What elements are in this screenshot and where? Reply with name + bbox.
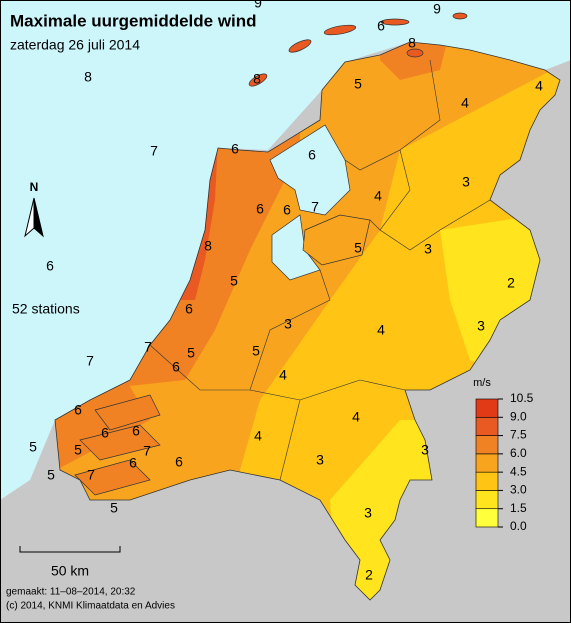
legend-tick-label: 7.5 <box>510 428 527 442</box>
station-value: 7 <box>87 467 95 483</box>
station-value: 3 <box>462 174 470 190</box>
island <box>288 39 312 53</box>
border <box>279 399 301 481</box>
station-value: 3 <box>477 318 485 334</box>
station-value: 3 <box>364 505 372 521</box>
wadden-islands <box>248 12 468 87</box>
country-border <box>54 41 561 601</box>
station-value: 6 <box>175 454 183 470</box>
legend-swatch <box>475 453 499 473</box>
province-borders <box>149 59 491 481</box>
station-value: 7 <box>86 353 94 369</box>
station-value: 7 <box>144 339 152 355</box>
station-value: 4 <box>279 367 287 383</box>
station-value: 6 <box>308 147 316 163</box>
legend-swatch <box>475 398 499 418</box>
island <box>380 18 410 26</box>
station-value: 2 <box>507 275 515 291</box>
station-value: 7 <box>150 143 158 159</box>
station-value: 4 <box>374 188 382 204</box>
legend-tick-label: 0.0 <box>510 519 527 533</box>
legend-unit: m/s <box>473 377 491 389</box>
station-value: 8 <box>253 71 261 87</box>
station-value: 6 <box>101 425 109 441</box>
legend-swatch <box>475 416 499 436</box>
station-value: 8 <box>84 69 92 85</box>
zeeland-islands <box>74 394 161 496</box>
station-value: 5 <box>29 439 37 455</box>
station-value: 8 <box>204 238 212 254</box>
island <box>452 12 468 20</box>
station-value: 5 <box>110 500 118 516</box>
station-value: 6 <box>74 402 82 418</box>
station-value: 4 <box>254 428 262 444</box>
station-value: 5 <box>354 240 362 256</box>
station-value: 6 <box>46 258 54 274</box>
title: Maximale uurgemiddelde wind <box>10 11 257 30</box>
station-count: 52 stations <box>12 301 80 317</box>
island <box>406 48 424 58</box>
station-value: 3 <box>316 452 324 468</box>
station-value: 6 <box>185 301 193 317</box>
subtitle: zaterdag 26 juli 2014 <box>10 37 140 53</box>
station-value: 6 <box>231 141 239 157</box>
station-value: 4 <box>535 78 543 94</box>
legend-tick-label: 3.0 <box>510 483 527 497</box>
legend-swatch <box>475 490 499 510</box>
station-value: 9 <box>433 1 441 17</box>
station-value: 4 <box>352 409 360 425</box>
station-value: 6 <box>132 423 140 439</box>
legend-swatch <box>475 435 499 455</box>
station-value: 5 <box>47 467 55 483</box>
station-value: 3 <box>424 241 432 257</box>
scale-label: 50 km <box>51 563 89 579</box>
station-value: 5 <box>354 76 362 92</box>
border <box>149 269 331 391</box>
legend-tick-label: 6.0 <box>510 446 527 460</box>
station-value: 8 <box>408 35 416 51</box>
border <box>249 379 406 401</box>
station-value: 3 <box>284 316 292 332</box>
island <box>74 459 151 496</box>
flevoland <box>302 214 371 266</box>
legend-tick-label: 1.5 <box>510 501 527 515</box>
legend-swatch <box>475 508 499 528</box>
footer-copyright: (c) 2014, KNMI Klimaatdata en Advies <box>6 601 175 612</box>
station-value: 4 <box>377 322 385 338</box>
legend-tick-label: 10.5 <box>510 391 534 405</box>
station-value: 6 <box>172 359 180 375</box>
island <box>79 424 161 461</box>
station-value: 9 <box>254 0 262 11</box>
station-value: 3 <box>421 442 429 458</box>
station-value: 6 <box>283 202 291 218</box>
island <box>323 24 357 36</box>
sea <box>0 0 571 500</box>
border <box>369 149 411 231</box>
legend-tick-label: 9.0 <box>510 409 527 423</box>
station-value: 2 <box>365 567 373 583</box>
zone <box>55 370 150 500</box>
border <box>379 199 491 251</box>
island <box>248 73 268 87</box>
station-value: 6 <box>129 455 137 471</box>
station-value: 6 <box>377 18 385 34</box>
station-value: 7 <box>143 443 151 459</box>
footer-made: gemaakt: 11–08–2014, 20:32 <box>6 587 136 598</box>
station-value: 4 <box>461 95 469 111</box>
station-value: 7 <box>311 199 319 215</box>
legend-tick-label: 4.5 <box>510 464 527 478</box>
station-value: 5 <box>187 345 195 361</box>
scale-bar <box>19 546 121 553</box>
station-value: 5 <box>252 343 260 359</box>
station-value: 5 <box>230 273 238 289</box>
station-value: 6 <box>256 201 264 217</box>
station-value: 5 <box>74 442 82 458</box>
legend-swatch <box>475 471 499 491</box>
north-arrow <box>33 197 44 238</box>
ijsselmeer <box>269 124 351 216</box>
island <box>94 394 161 431</box>
north-label: N <box>30 180 39 194</box>
